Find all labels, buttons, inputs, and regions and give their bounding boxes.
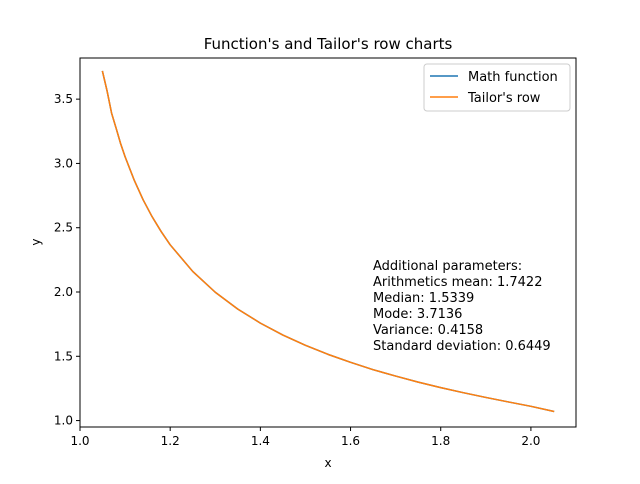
y-axis-label: y: [29, 238, 43, 245]
x-tick-label: 1.2: [161, 434, 180, 448]
x-tick-label: 1.8: [431, 434, 450, 448]
plot-area: [80, 58, 576, 427]
x-axis-ticks: 1.0 1.2 1.4 1.6 1.8 2.0: [70, 427, 540, 448]
y-tick-label: 3.0: [54, 156, 73, 170]
y-tick-label: 2.0: [54, 285, 73, 299]
annotation-line: Arithmetics mean: 1.7422: [373, 275, 542, 290]
legend-label-tailors-row: Tailor's row: [467, 91, 541, 106]
y-tick-label: 1.0: [54, 414, 73, 428]
y-axis-ticks: 1.0 1.5 2.0 2.5 3.0 3.5: [54, 92, 80, 428]
x-axis-label: x: [324, 456, 331, 470]
x-tick-label: 2.0: [521, 434, 540, 448]
annotation-line: Standard deviation: 0.6449: [373, 339, 551, 354]
x-tick-label: 1.6: [341, 434, 360, 448]
y-tick-label: 2.5: [54, 221, 73, 235]
legend-label-math-function: Math function: [468, 70, 558, 85]
chart-title: Function's and Tailor's row charts: [204, 35, 453, 53]
annotation-line: Variance: 0.4158: [373, 323, 483, 338]
y-tick-label: 3.5: [54, 92, 73, 106]
annotation-line: Additional parameters:: [373, 259, 522, 274]
series-line-tailor-s-row: [101, 70, 555, 413]
legend-box: [423, 63, 571, 112]
legend: Math function Tailor's row: [423, 63, 571, 112]
x-tick-label: 1.4: [251, 434, 270, 448]
y-tick-label: 1.5: [54, 349, 73, 363]
stats-annotation: Additional parameters: Arithmetics mean:…: [373, 259, 551, 354]
plot-frame: [79, 57, 577, 428]
annotation-line: Mode: 3.7136: [373, 307, 462, 322]
x-tick-label: 1.0: [70, 434, 89, 448]
series-layer: [101, 70, 555, 413]
annotation-line: Median: 1.5339: [373, 291, 474, 306]
